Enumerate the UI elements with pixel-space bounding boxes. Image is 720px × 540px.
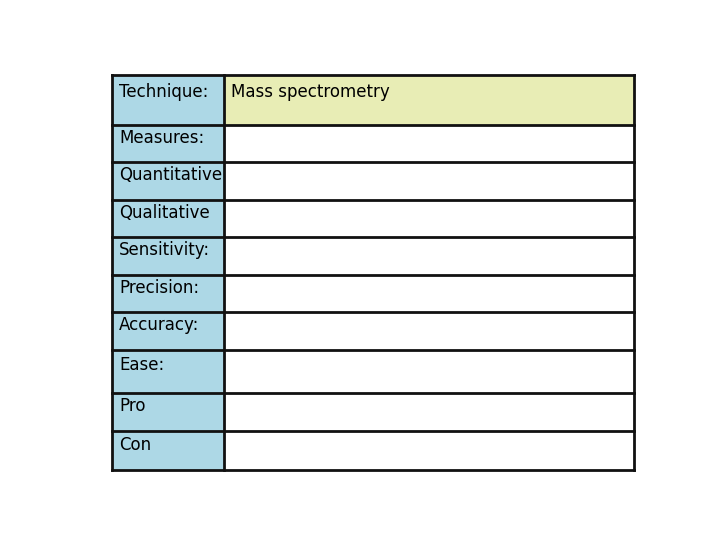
Bar <box>225 162 634 200</box>
Text: Accuracy:: Accuracy: <box>119 316 199 334</box>
Text: Sensitivity:: Sensitivity: <box>119 241 210 259</box>
Bar <box>225 393 634 431</box>
Bar <box>112 350 225 393</box>
Text: Pro: Pro <box>119 397 145 415</box>
Text: Precision:: Precision: <box>119 279 199 297</box>
Bar <box>112 275 225 312</box>
Bar <box>112 75 225 125</box>
Bar <box>225 75 634 125</box>
Bar <box>112 200 225 237</box>
Bar <box>225 200 634 237</box>
Text: Mass spectrometry: Mass spectrometry <box>231 84 390 102</box>
Bar <box>225 312 634 350</box>
Text: Quantitative: Quantitative <box>119 166 222 184</box>
Bar <box>225 275 634 312</box>
Bar <box>112 162 225 200</box>
Bar <box>112 125 225 162</box>
Bar <box>112 312 225 350</box>
Text: Technique:: Technique: <box>119 84 208 102</box>
Text: Measures:: Measures: <box>119 129 204 147</box>
Bar <box>225 350 634 393</box>
Text: Con: Con <box>119 436 151 454</box>
Bar <box>112 237 225 275</box>
Bar <box>225 125 634 162</box>
Bar <box>112 393 225 431</box>
Text: Ease:: Ease: <box>119 356 164 374</box>
Bar <box>225 431 634 470</box>
Text: Qualitative: Qualitative <box>119 204 210 222</box>
Bar <box>112 431 225 470</box>
Bar <box>225 237 634 275</box>
